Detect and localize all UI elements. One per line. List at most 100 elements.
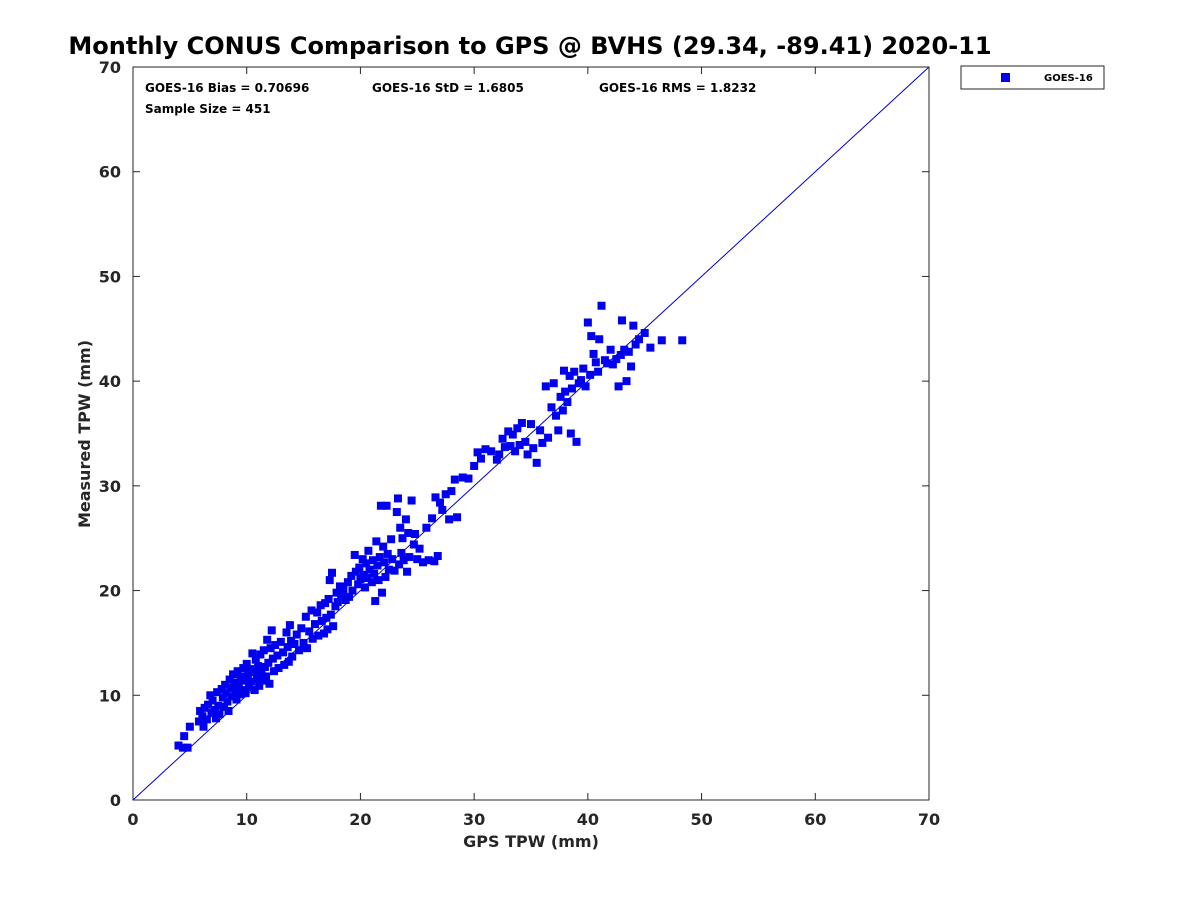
x-tick-label: 20	[349, 810, 371, 829]
data-point	[254, 661, 263, 670]
data-point	[279, 648, 288, 657]
data-point	[225, 675, 234, 684]
data-point	[212, 714, 221, 723]
data-point	[407, 496, 416, 505]
data-point	[183, 743, 192, 752]
data-point	[257, 669, 266, 678]
data-point	[347, 571, 356, 580]
data-point	[316, 601, 325, 610]
data-point	[566, 429, 575, 438]
data-point	[202, 715, 211, 724]
data-point	[558, 406, 567, 415]
data-point	[428, 514, 437, 523]
data-point	[252, 674, 261, 683]
data-point	[595, 335, 604, 344]
data-point	[368, 556, 377, 565]
data-point	[321, 599, 330, 608]
data-point	[529, 444, 538, 453]
stat-rms: GOES-16 RMS = 1.8232	[599, 81, 756, 95]
data-point	[506, 442, 515, 451]
data-point	[273, 651, 282, 660]
data-point	[635, 335, 644, 344]
data-point	[500, 443, 509, 452]
legend-marker	[1001, 73, 1010, 82]
data-point	[221, 680, 230, 689]
data-point	[358, 555, 367, 564]
data-point	[424, 556, 433, 565]
data-point	[180, 732, 189, 741]
data-point	[299, 638, 308, 647]
data-point	[413, 555, 422, 564]
data-point	[292, 630, 301, 639]
data-point	[324, 594, 333, 603]
data-point	[586, 370, 595, 379]
data-point	[274, 664, 283, 673]
data-point	[441, 490, 450, 499]
data-point	[565, 371, 574, 380]
data-point	[418, 558, 427, 567]
data-point	[511, 447, 520, 456]
data-point	[388, 555, 397, 564]
data-point	[322, 613, 331, 622]
data-point	[285, 621, 294, 630]
data-point	[290, 639, 299, 648]
data-point	[323, 625, 332, 634]
data-point	[217, 685, 226, 694]
data-point	[179, 743, 188, 752]
data-point	[640, 328, 649, 337]
data-point	[532, 458, 541, 467]
data-point	[616, 350, 625, 359]
data-point	[232, 695, 241, 704]
x-tick-label: 50	[690, 810, 712, 829]
data-point	[487, 447, 496, 456]
data-point	[367, 578, 376, 587]
data-point	[559, 366, 568, 375]
legend: GOES-16	[960, 65, 1105, 90]
data-point	[541, 382, 550, 391]
data-point	[362, 559, 371, 568]
data-point	[328, 568, 336, 577]
data-point	[627, 362, 636, 371]
data-point	[222, 689, 231, 698]
data-point	[260, 663, 269, 672]
data-point	[521, 437, 530, 446]
data-point	[249, 668, 258, 677]
x-tick-label: 30	[463, 810, 485, 829]
data-point	[237, 672, 246, 681]
data-point	[256, 650, 265, 659]
stat-sample-size: Sample Size = 451	[145, 102, 271, 116]
data-point	[326, 610, 335, 619]
data-point	[631, 340, 640, 349]
data-point	[438, 505, 447, 514]
data-point	[284, 657, 293, 666]
data-point	[387, 535, 396, 544]
data-point	[464, 474, 473, 483]
data-point	[265, 679, 274, 688]
data-point	[622, 377, 631, 386]
y-tick-label: 10	[99, 686, 121, 705]
x-axis: 0 10 20 30 40 50 60 70	[127, 67, 940, 829]
data-point	[206, 691, 215, 700]
y-axis: 0 10 20 30 40 50 60 70	[99, 58, 929, 810]
legend-box	[960, 65, 1105, 90]
data-point	[597, 301, 606, 310]
data-point	[305, 627, 314, 636]
data-point	[332, 588, 341, 597]
data-point	[241, 689, 250, 698]
data-point	[614, 382, 623, 391]
data-point	[492, 455, 501, 464]
data-point	[401, 515, 410, 524]
data-point	[283, 643, 292, 652]
data-point	[382, 501, 391, 510]
data-point	[403, 567, 412, 576]
data-point	[240, 676, 249, 685]
data-point	[348, 586, 357, 595]
data-point	[374, 576, 383, 585]
data-point	[430, 557, 439, 566]
y-tick-label: 60	[99, 163, 121, 182]
data-point	[295, 646, 304, 655]
data-point	[547, 403, 556, 412]
data-point	[422, 523, 431, 532]
data-point	[381, 572, 390, 581]
data-point	[544, 433, 553, 442]
